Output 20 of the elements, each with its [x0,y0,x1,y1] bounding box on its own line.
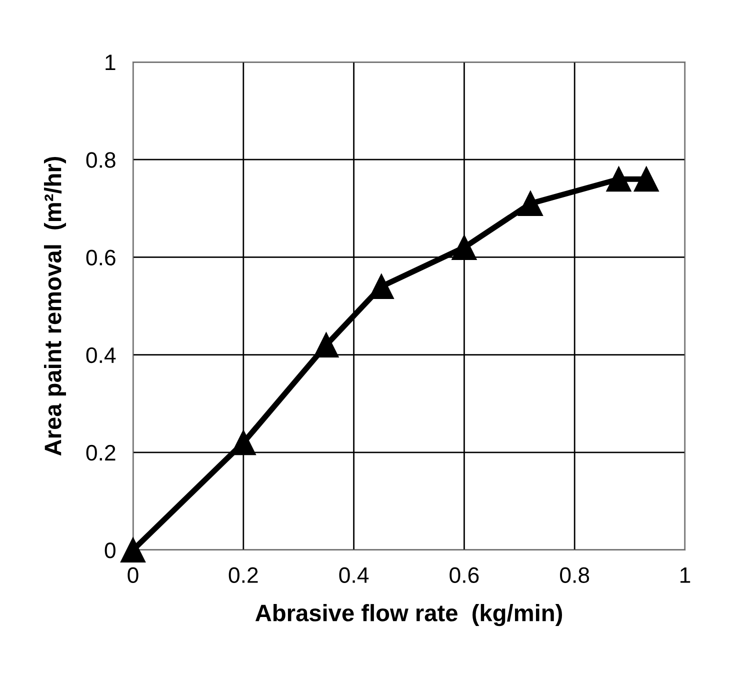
x-tick-label: 0.8 [560,567,590,583]
x-tick-label: 0.6 [450,567,479,583]
point [314,332,339,358]
y-axis-title: Area paint removal (m²/hr) [44,156,66,456]
y-tick-label: 1 [106,54,116,70]
y-tick-label: 0.2 [86,444,116,461]
y-tick-label: 0.8 [86,152,116,168]
point [606,166,632,192]
x-tick-label: 0.4 [339,567,369,583]
y-tick-label: 0.6 [86,250,116,266]
x-tick-label: 0.2 [228,567,258,583]
point [452,234,477,260]
x-tick-label: 1 [680,567,690,583]
x-axis-title: Abrasive flow rate (kg/min) [255,604,562,626]
point [634,166,659,192]
x-tick-label: 0 [128,567,138,583]
y-tick-label: 0.4 [86,347,116,364]
point [518,191,543,216]
point [120,538,146,562]
y-tick-label: 0 [104,542,116,558]
